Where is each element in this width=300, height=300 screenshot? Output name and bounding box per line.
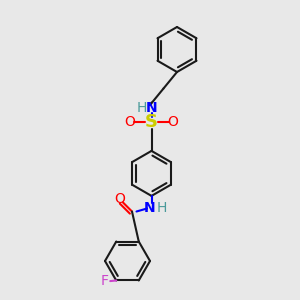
Text: S: S	[145, 113, 158, 131]
Text: N: N	[146, 101, 157, 115]
Text: N: N	[144, 202, 156, 215]
Text: F: F	[101, 274, 109, 288]
Text: O: O	[168, 116, 178, 129]
Text: O: O	[124, 116, 135, 129]
Text: H: H	[136, 101, 147, 115]
Text: H: H	[156, 202, 167, 215]
Text: O: O	[114, 192, 125, 206]
